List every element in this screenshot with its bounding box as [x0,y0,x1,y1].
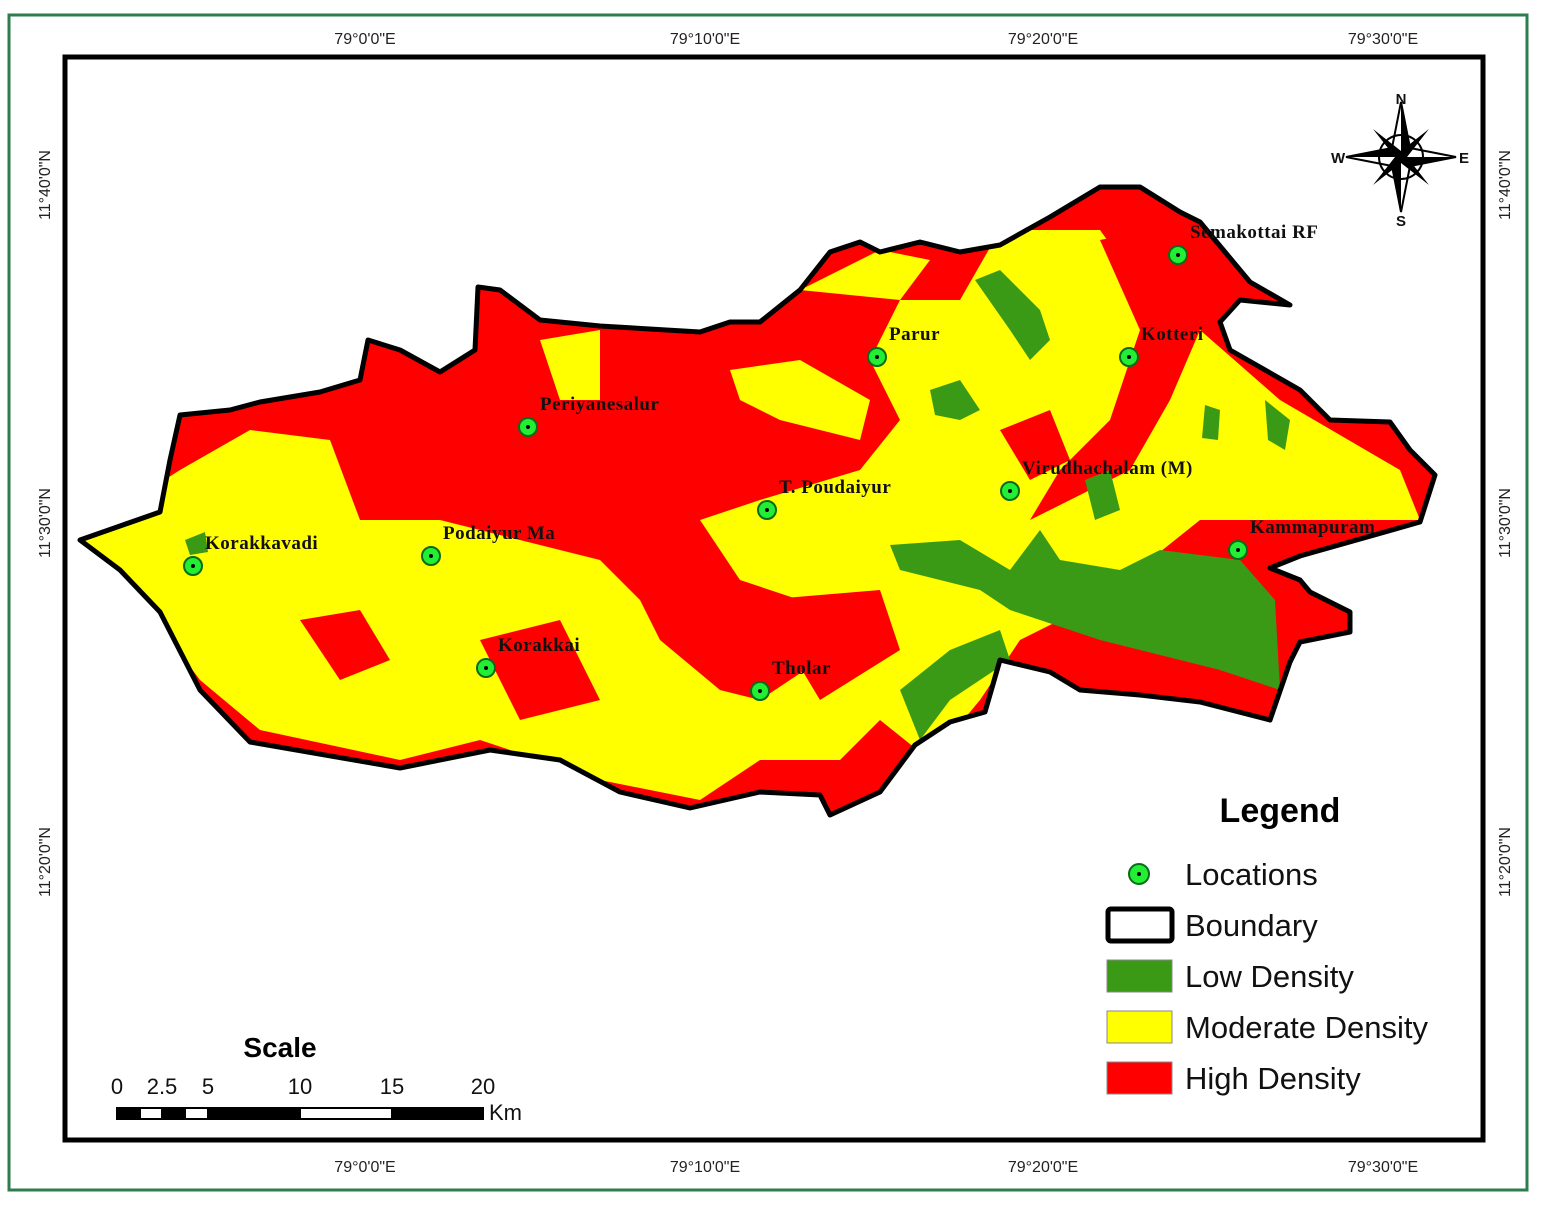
scale-segment [139,1107,163,1120]
latitude-label: 11°40'0"N [1497,150,1514,220]
scale-segment [116,1107,141,1120]
longitude-label: 79°10'0"E [670,31,740,48]
low-density-zone [900,630,1010,740]
location-dot [765,508,769,512]
legend-label: Locations [1185,857,1318,892]
low-density-zone [185,532,208,555]
compass-star-shade [1346,102,1456,212]
moderate-density-zone [80,230,1420,800]
north-arrow: N S E W [1331,91,1469,230]
legend-title: Legend [1220,792,1341,830]
scale-tick-label: 5 [202,1074,214,1099]
location-label: Virudhachalam (M) [1022,458,1193,479]
compass-ring [1378,134,1424,180]
compass-n: N [1396,91,1407,108]
location-label: Podaiyur Ma [443,523,555,544]
boundary [77,184,1438,818]
location-label: Periyanesalur [540,394,659,415]
location-label: Semakottai RF [1190,222,1318,243]
high-density-zone [760,590,900,700]
legend-label: Boundary [1185,908,1318,943]
legend-location-dot [1137,872,1141,876]
longitude-label: 79°10'0"E [670,1159,740,1176]
high-density-zone [1000,410,1070,480]
legend-label: High Density [1185,1061,1361,1096]
location-label: Kammapuram [1250,517,1375,538]
scale-tick-label: 10 [288,1074,312,1099]
location-dot [1176,253,1180,257]
longitude-label: 79°30'0"E [1348,31,1418,48]
compass-w: W [1331,150,1346,167]
latitude-label: 11°20'0"N [37,827,54,897]
longitude-label: 79°0'0"E [334,31,395,48]
scale-tick-label: 0 [111,1074,123,1099]
scale-title: Scale [243,1032,316,1063]
scale-tick-label: 20 [471,1074,495,1099]
scale-segment [161,1107,186,1120]
compass-e: E [1459,150,1469,167]
legend-high [1106,1061,1173,1095]
location-dot [484,666,488,670]
compass-s: S [1396,213,1406,230]
longitude-label: 79°30'0"E [1348,1159,1418,1176]
legend-moderate [1106,1010,1173,1044]
latitude-label: 11°30'0"N [1497,488,1514,558]
scale-segment [207,1107,301,1120]
location-label: Parur [889,324,940,345]
legend-low [1106,959,1173,993]
location-dot [1008,489,1012,493]
scale-segment [299,1107,393,1120]
low-density-zone [890,530,1280,690]
latitude-label: 11°20'0"N [1497,827,1514,897]
moderate-density-zone [800,250,930,300]
scale-tick-label: 2.5 [147,1074,178,1099]
longitude-label: 79°20'0"E [1008,1159,1078,1176]
scale-tick-label: 15 [380,1074,404,1099]
location-dot [1236,548,1240,552]
latitude-label: 11°40'0"N [37,150,54,220]
low-density-zone [1085,470,1120,520]
location-dot [1127,355,1131,359]
location-label: Korakkavadi [205,533,318,554]
overlay: 79°0'0"E 79°0'0"E 79°10'0"E 79°10'0"E 79°20'… [37,31,1514,1176]
scale-segment [184,1107,209,1120]
location-dot [191,564,195,568]
location-dot [875,355,879,359]
high-density-zone [1100,230,1230,330]
low-density-zone [1265,400,1290,450]
location-label: T. Poudaiyur [779,477,891,498]
moderate-density-zone [730,360,870,440]
legend-label: Low Density [1185,959,1354,994]
location-dot [429,554,433,558]
moderate-density-zone [540,330,600,400]
location-dot [526,425,530,429]
legend-label: Moderate Density [1185,1010,1428,1045]
low-density-zone [1202,405,1220,440]
location-label: Korakkai [498,635,580,656]
location-label: Tholar [772,658,831,679]
location-label: Kotteri [1141,324,1204,345]
compass-diagonals [1373,129,1429,185]
scale-segment [391,1107,484,1120]
low-density-zone [930,380,980,420]
density-zones [80,230,1420,800]
longitude-label: 79°0'0"E [334,1159,395,1176]
high-density-zone [300,610,390,680]
high-density-zone [480,620,600,720]
scale-unit: Km [489,1100,522,1125]
longitude-label: 79°20'0"E [1008,31,1078,48]
legend-boundary [1105,906,1175,944]
low-density-zone [975,270,1050,360]
latitude-label: 11°30'0"N [37,488,54,558]
location-dot [758,689,762,693]
density-layer [77,184,1438,818]
